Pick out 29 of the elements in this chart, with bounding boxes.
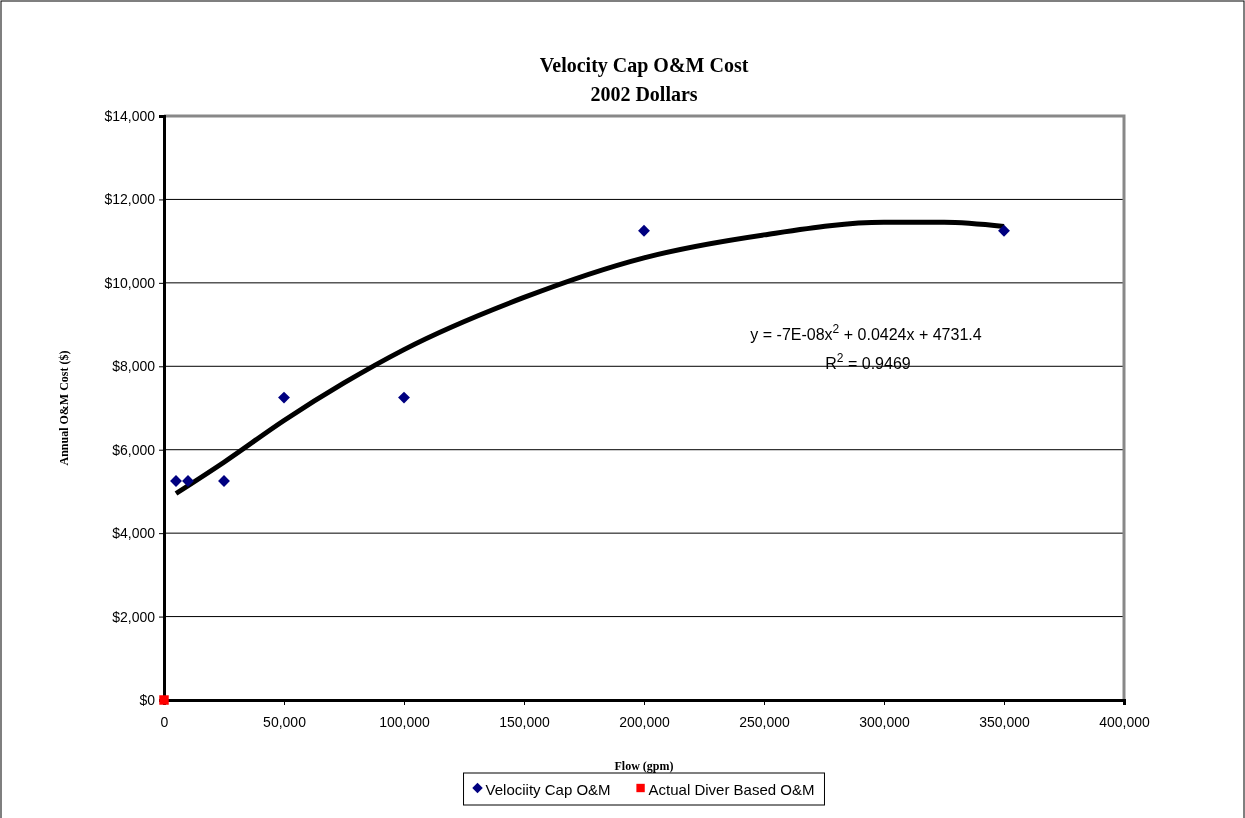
y-tick-label: $8,000: [112, 358, 156, 375]
x-tick-label: 50,000: [263, 713, 307, 730]
chart-subtitle: 2002 Dollars: [590, 83, 698, 105]
point: [398, 391, 410, 404]
point: [638, 224, 650, 237]
x-tick-label: 150,000: [499, 713, 551, 730]
y-tick-label: $6,000: [112, 441, 156, 458]
point: [159, 695, 169, 705]
y-tick-label: $12,000: [104, 191, 156, 208]
x-tick-label: 100,000: [379, 713, 431, 730]
y-tick-label: $14,000: [104, 107, 156, 124]
y-axis-title: Annual O&M Cost ($): [57, 350, 71, 466]
legend-label: Actual Diver Based O&M: [648, 781, 815, 798]
x-axis-title: Flow (gpm): [614, 759, 674, 773]
x-tick-label: 0: [160, 713, 169, 730]
y-tick-label: $0: [139, 691, 156, 708]
annotation: y = -7E-08x$^{2}$ + 0.0424x + 4731.4: [750, 322, 982, 343]
x-tick-label: 250,000: [739, 713, 791, 730]
x-tick-label: 400,000: [1099, 713, 1151, 730]
x-tick-label: 300,000: [859, 713, 911, 730]
x-tick-label: 200,000: [619, 713, 671, 730]
legend-label: Velociity Cap O&M: [485, 781, 611, 798]
y-tick-label: $10,000: [104, 274, 156, 291]
point: [998, 224, 1010, 237]
point: [278, 391, 290, 404]
y-tick-label: $4,000: [112, 525, 156, 542]
y-tick-label: $2,000: [112, 608, 156, 625]
x-tick-label: 350,000: [979, 713, 1031, 730]
chart-title: Velocity Cap O&M Cost: [539, 54, 749, 77]
